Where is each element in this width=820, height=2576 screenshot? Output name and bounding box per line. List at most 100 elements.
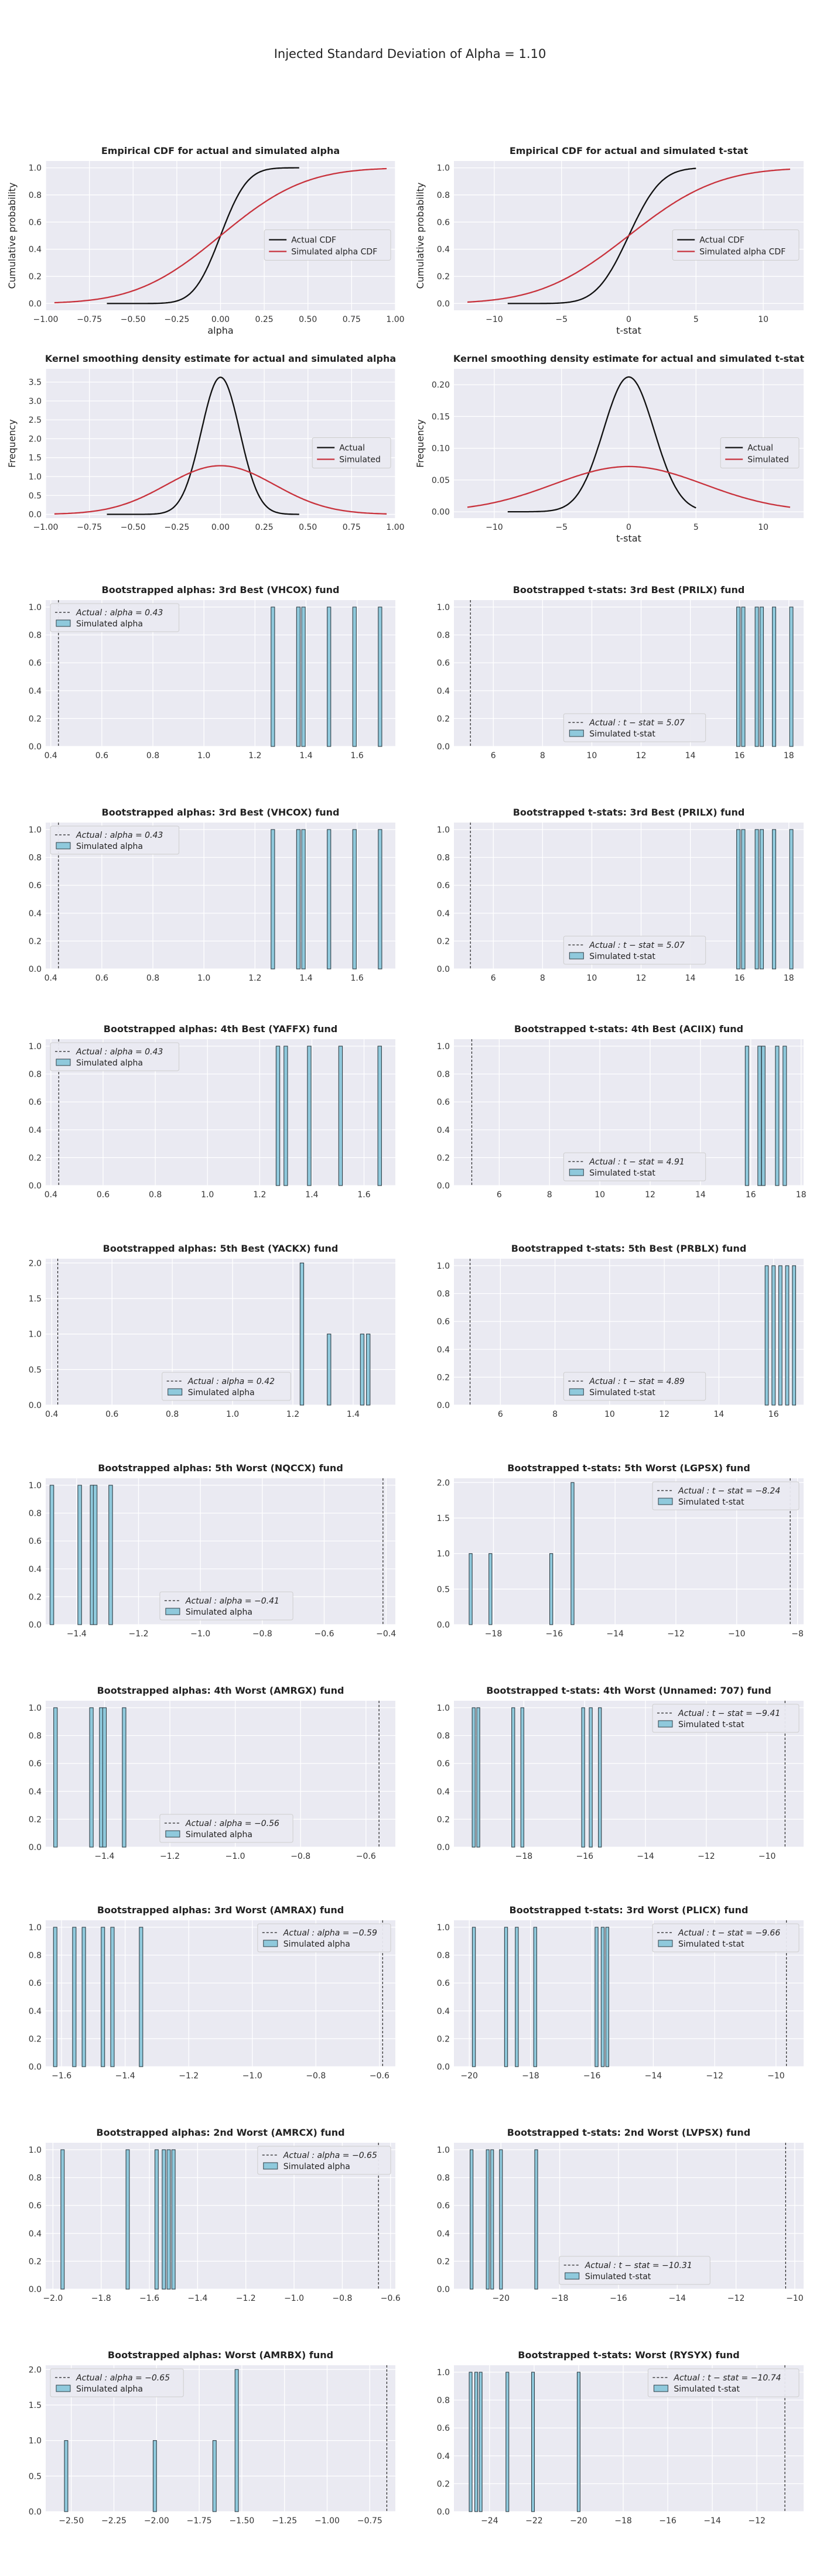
y-tick-label: 0.6 — [29, 1979, 42, 1988]
y-tick-label: 0.2 — [29, 1592, 42, 1602]
x-tick-label: 18 — [784, 751, 794, 761]
legend-swatch-bar — [56, 1059, 71, 1066]
y-tick-label: 0.2 — [437, 1815, 450, 1824]
legend-swatch-bar — [165, 1830, 180, 1838]
histogram-bar — [234, 2369, 239, 2512]
x-tick-label: 1.4 — [299, 751, 312, 761]
y-tick-label: 0.0 — [437, 2063, 450, 2072]
x-tick-label: −1.50 — [229, 2516, 254, 2526]
x-tick-label: 1.0 — [197, 751, 210, 761]
y-tick-label: 0.00 — [432, 508, 450, 517]
histogram-bar — [301, 829, 306, 970]
legend: Actual : alpha = −0.65 Simulated alpha — [50, 2368, 184, 2397]
x-tick-label: −0.6 — [370, 2071, 390, 2081]
legend-box — [672, 229, 800, 261]
histogram-bar — [760, 829, 764, 970]
x-tick-label: 12 — [636, 974, 647, 983]
legend-box — [50, 2368, 184, 2397]
legend-swatch-bar — [263, 2162, 278, 2170]
y-tick-label: 0.2 — [437, 1373, 450, 1382]
histogram-bar — [771, 1265, 776, 1406]
histogram-bar — [299, 1262, 305, 1406]
y-tick-label: 0.8 — [437, 191, 450, 200]
y-tick-label: 0.8 — [29, 1732, 42, 1741]
y-tick-label: 0.4 — [29, 1787, 42, 1797]
legend-label-actual: Actual : t − stat = −10.74 — [673, 2373, 781, 2383]
x-tick-label: −0.8 — [332, 2294, 352, 2303]
histogram-bar — [760, 607, 764, 747]
y-tick-label: 0.2 — [29, 2034, 42, 2044]
y-tick-label: 0.0 — [437, 742, 450, 752]
x-tick-label: 1.2 — [253, 1190, 266, 1200]
chart-title: Bootstrapped alphas: 2nd Worst (AMRCX) f… — [96, 2127, 344, 2138]
y-tick-label: 0.4 — [437, 1126, 450, 1135]
chart-title: Bootstrapped t-stats: 4th Worst (Unnamed… — [486, 1685, 771, 1696]
legend: Actual : alpha = −0.56 Simulated alpha — [159, 1814, 293, 1843]
chart-title: Bootstrapped t-stats: 3rd Best (PRILX) f… — [513, 584, 745, 595]
histogram-bar — [775, 1046, 780, 1186]
x-tick-label: −10 — [486, 523, 503, 532]
x-tick-label: 16 — [734, 974, 745, 983]
legend-swatch-bar — [658, 1940, 673, 1947]
legend-swatch-bar — [165, 1608, 180, 1615]
chart-title: Bootstrapped alphas: Worst (AMRBX) fund — [108, 2349, 333, 2361]
y-tick-label: 0.2 — [437, 272, 450, 282]
histogram-bar — [49, 1485, 54, 1625]
x-tick-label: −5 — [555, 315, 568, 324]
legend-label: Simulated alpha CDF — [291, 248, 377, 257]
histogram-bar — [93, 1485, 98, 1625]
y-tick-label: 0.5 — [29, 491, 42, 501]
x-tick-label: −14 — [669, 2294, 686, 2303]
x-tick-label: 1.4 — [299, 974, 312, 983]
legend-label-simulated: Simulated t-stat — [589, 729, 655, 739]
legend-label-actual: Actual : alpha = 0.43 — [76, 831, 163, 840]
x-tick-label: −1.0 — [190, 1629, 210, 1639]
legend-label-actual: Actual : alpha = −0.65 — [283, 2151, 377, 2160]
y-tick-label: 0.2 — [437, 2257, 450, 2266]
series-line-0 — [507, 376, 696, 513]
legend-label-actual: Actual : alpha = 0.43 — [76, 1047, 163, 1057]
x-tick-label: −16 — [576, 1852, 593, 1861]
histogram-bar — [581, 1707, 585, 1848]
x-tick-label: −16 — [546, 1629, 563, 1639]
x-tick-label: 16 — [768, 1410, 779, 1419]
x-tick-label: −0.75 — [77, 523, 102, 532]
x-tick-label: −18 — [551, 2294, 569, 2303]
x-axis-label: alpha — [207, 325, 233, 336]
legend-box — [563, 936, 706, 965]
y-tick-label: 0.4 — [437, 2452, 450, 2461]
x-tick-label: 0.4 — [45, 1190, 57, 1200]
chart-boot-tstat-4: 6 8 10 12 14 16 0.0 0.2 0.4 0.6 0.8 1.0 Bootstrapped… — [437, 1243, 804, 1419]
histogram-bar — [520, 1707, 524, 1848]
legend-label-simulated: Simulated alpha — [76, 1059, 143, 1068]
x-tick-label: 0.6 — [95, 974, 108, 983]
chart-boot-tstat-5: −18 −16 −14 −12 −10 −8 0.0 0.5 1.0 1.5 2.0 Bootstra… — [437, 1462, 804, 1639]
histogram-bar — [598, 1707, 602, 1848]
x-axis-label: t-stat — [616, 325, 641, 336]
x-tick-label: 14 — [685, 974, 696, 983]
y-tick-label: 1.0 — [29, 1042, 42, 1051]
x-tick-label: 10 — [587, 974, 597, 983]
legend-box — [159, 1814, 293, 1843]
chart-title: Bootstrapped alphas: 3rd Best (VHCOX) fu… — [102, 807, 340, 818]
x-tick-label: −12 — [748, 2516, 766, 2526]
legend-label-simulated: Simulated alpha — [283, 1940, 350, 1949]
x-tick-label: 1.0 — [226, 1410, 239, 1419]
histogram-bar — [378, 607, 382, 747]
x-tick-label: −1.0 — [284, 2294, 304, 2303]
chart-title: Bootstrapped t-stats: 5th Best (PRBLX) f… — [511, 1243, 747, 1254]
legend-label-simulated: Simulated alpha — [76, 842, 143, 851]
y-tick-label: 0.0 — [29, 742, 42, 752]
histogram-bar — [296, 607, 301, 747]
histogram-bar — [152, 2440, 157, 2512]
y-tick-label: 1.0 — [437, 1704, 450, 1713]
legend: Actual Simulated — [312, 437, 391, 468]
x-tick-label: 14 — [695, 1190, 706, 1200]
y-tick-label: 0.0 — [29, 2508, 42, 2517]
legend-box — [559, 2256, 710, 2285]
x-tick-label: 10 — [758, 523, 768, 532]
y-tick-label: 1.5 — [29, 2401, 42, 2410]
x-tick-label: 1.4 — [347, 1410, 360, 1419]
legend-box — [652, 1704, 800, 1733]
y-tick-label: 1.5 — [437, 1514, 450, 1523]
